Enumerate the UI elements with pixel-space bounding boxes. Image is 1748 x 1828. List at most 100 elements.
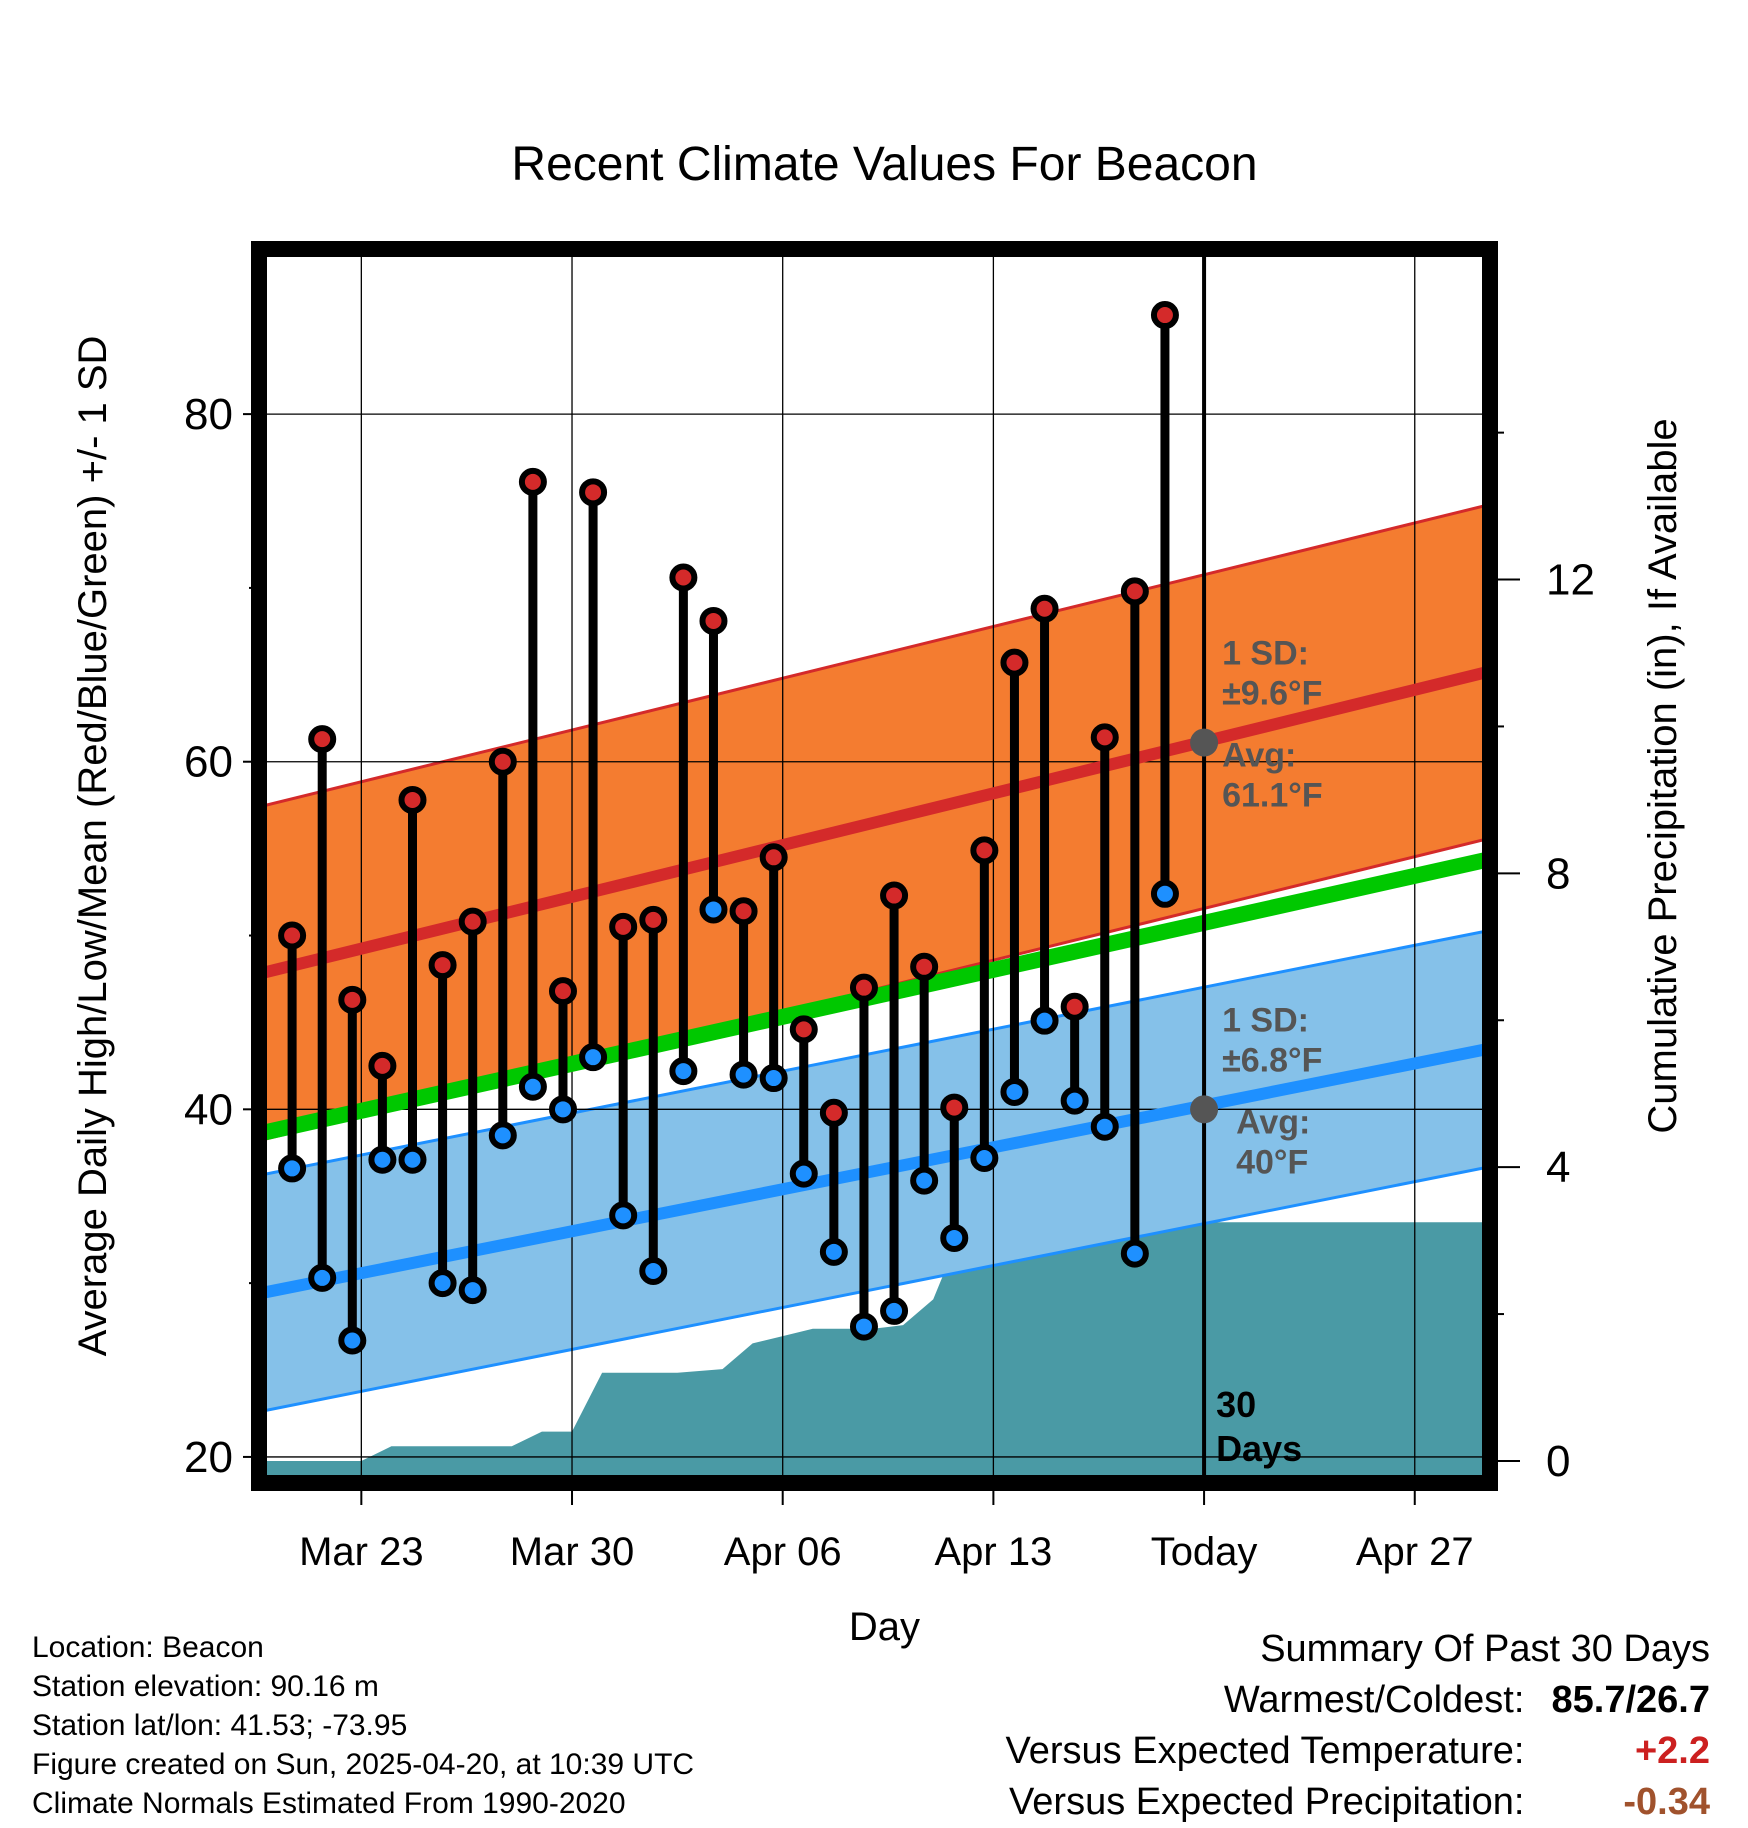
low-sd-title: 1 SD: <box>1222 1001 1309 1039</box>
low-point <box>970 1143 999 1172</box>
high-point <box>699 606 728 635</box>
low-avg-value: 40°F <box>1236 1143 1308 1181</box>
high-point <box>759 843 788 872</box>
low-avg-line <box>259 1042 1490 1300</box>
low-point <box>1000 1077 1029 1106</box>
low-point <box>759 1064 788 1093</box>
high-point <box>428 951 457 980</box>
y-tick-label: 20 <box>184 1433 233 1482</box>
high-point <box>579 478 608 507</box>
low-point <box>639 1256 668 1285</box>
station-info: Location: Beacon Station elevation: 90.1… <box>32 1628 694 1823</box>
y2-tick-label: 8 <box>1546 849 1570 898</box>
low-point <box>518 1072 547 1101</box>
location-text: Location: Beacon <box>32 1631 264 1664</box>
high-point <box>789 1015 818 1044</box>
low-point <box>1060 1086 1089 1115</box>
high-sd-upper-edge <box>259 503 1490 809</box>
precip-label: Versus Expected Precipitation: <box>1009 1781 1525 1823</box>
high-point <box>1090 723 1119 752</box>
low-point <box>579 1043 608 1072</box>
warmest-value: 85.7/26.7 <box>1551 1679 1710 1721</box>
high-point <box>458 907 487 936</box>
high-avg-title: Avg: <box>1222 737 1296 775</box>
x-axis-label: Day <box>849 1605 920 1649</box>
low-sd-lower-edge <box>259 1165 1490 1414</box>
low-sd-upper-edge <box>259 928 1490 1177</box>
normals-text: Climate Normals Estimated From 1990-2020 <box>32 1787 626 1820</box>
y2-tick-label: 12 <box>1546 556 1595 605</box>
low-point <box>548 1095 577 1124</box>
summary-warmest-row: Warmest/Coldest: 85.7/26.7 <box>1006 1675 1710 1726</box>
high-point <box>910 952 939 981</box>
low-point <box>1030 1006 1059 1035</box>
high-point <box>308 725 337 754</box>
low-point <box>368 1145 397 1174</box>
y-axis-label: Average Daily High/Low/Mean (Red/Blue/Gr… <box>71 336 115 1357</box>
low-point <box>699 895 728 924</box>
high-point <box>940 1093 969 1122</box>
low-point <box>1150 879 1179 908</box>
high-point <box>518 467 547 496</box>
high-point <box>669 563 698 592</box>
low-point <box>1090 1112 1119 1141</box>
high-point <box>729 897 758 926</box>
low-point <box>488 1121 517 1150</box>
x-tick-label: Mar 23 <box>299 1530 424 1574</box>
y-tick-label: 40 <box>184 1085 233 1134</box>
high-point <box>1150 301 1179 330</box>
high-point <box>338 985 367 1014</box>
high-point <box>849 973 878 1002</box>
high-point <box>609 912 638 941</box>
temp-label: Versus Expected Temperature: <box>1005 1730 1525 1772</box>
temp-value: +2.2 <box>1634 1730 1710 1772</box>
plot-frame <box>251 241 1498 1491</box>
low-point <box>729 1060 758 1089</box>
low-point <box>940 1223 969 1252</box>
low-point <box>910 1166 939 1195</box>
high-point <box>1000 648 1029 677</box>
high-avg-value: 61.1°F <box>1222 777 1323 815</box>
x-tick-label: Apr 06 <box>724 1530 842 1574</box>
high-point <box>639 905 668 934</box>
low-point <box>398 1145 427 1174</box>
plot-area <box>259 249 1490 1483</box>
low-point <box>278 1154 307 1183</box>
low-point <box>338 1326 367 1355</box>
high-point <box>1060 992 1089 1021</box>
y2-tick-label: 4 <box>1546 1143 1570 1192</box>
high-point <box>1120 577 1149 606</box>
x-tick-label: Mar 30 <box>510 1530 635 1574</box>
chart-title: Recent Climate Values For Beacon <box>511 138 1257 191</box>
high-point <box>488 747 517 776</box>
low-point <box>849 1312 878 1341</box>
precip-value: -0.34 <box>1623 1781 1710 1823</box>
x-tick-label: Apr 27 <box>1356 1530 1474 1574</box>
low-point <box>789 1159 818 1188</box>
warmest-label: Warmest/Coldest: <box>1223 1679 1525 1721</box>
summary-title: Summary Of Past 30 Days <box>1260 1628 1710 1670</box>
high-point <box>819 1098 848 1127</box>
high-point <box>880 881 909 910</box>
low-point <box>819 1237 848 1266</box>
low-point <box>428 1269 457 1298</box>
low-point <box>308 1263 337 1292</box>
y-tick-label: 80 <box>184 390 233 439</box>
today-high-avg-marker <box>1190 728 1219 757</box>
x-tick-label: Today <box>1151 1530 1258 1574</box>
high-point <box>1030 594 1059 623</box>
low-point <box>880 1296 909 1325</box>
summary-panel: Summary Of Past 30 Days Warmest/Coldest:… <box>1006 1624 1710 1828</box>
low-avg-title: Avg: <box>1236 1103 1310 1141</box>
x-tick-label: Apr 13 <box>934 1530 1052 1574</box>
high-sd-title: 1 SD: <box>1222 635 1309 673</box>
high-point <box>398 785 427 814</box>
days-label-text: Days <box>1216 1428 1302 1469</box>
high-point <box>970 836 999 865</box>
elevation-text: Station elevation: 90.16 m <box>32 1670 379 1703</box>
y2-axis-label: Cumulative Precipitation (in), If Availa… <box>1641 418 1685 1133</box>
low-point <box>1120 1239 1149 1268</box>
low-point <box>458 1276 487 1305</box>
high-sd-value: ±9.6°F <box>1222 675 1322 713</box>
high-point <box>368 1051 397 1080</box>
